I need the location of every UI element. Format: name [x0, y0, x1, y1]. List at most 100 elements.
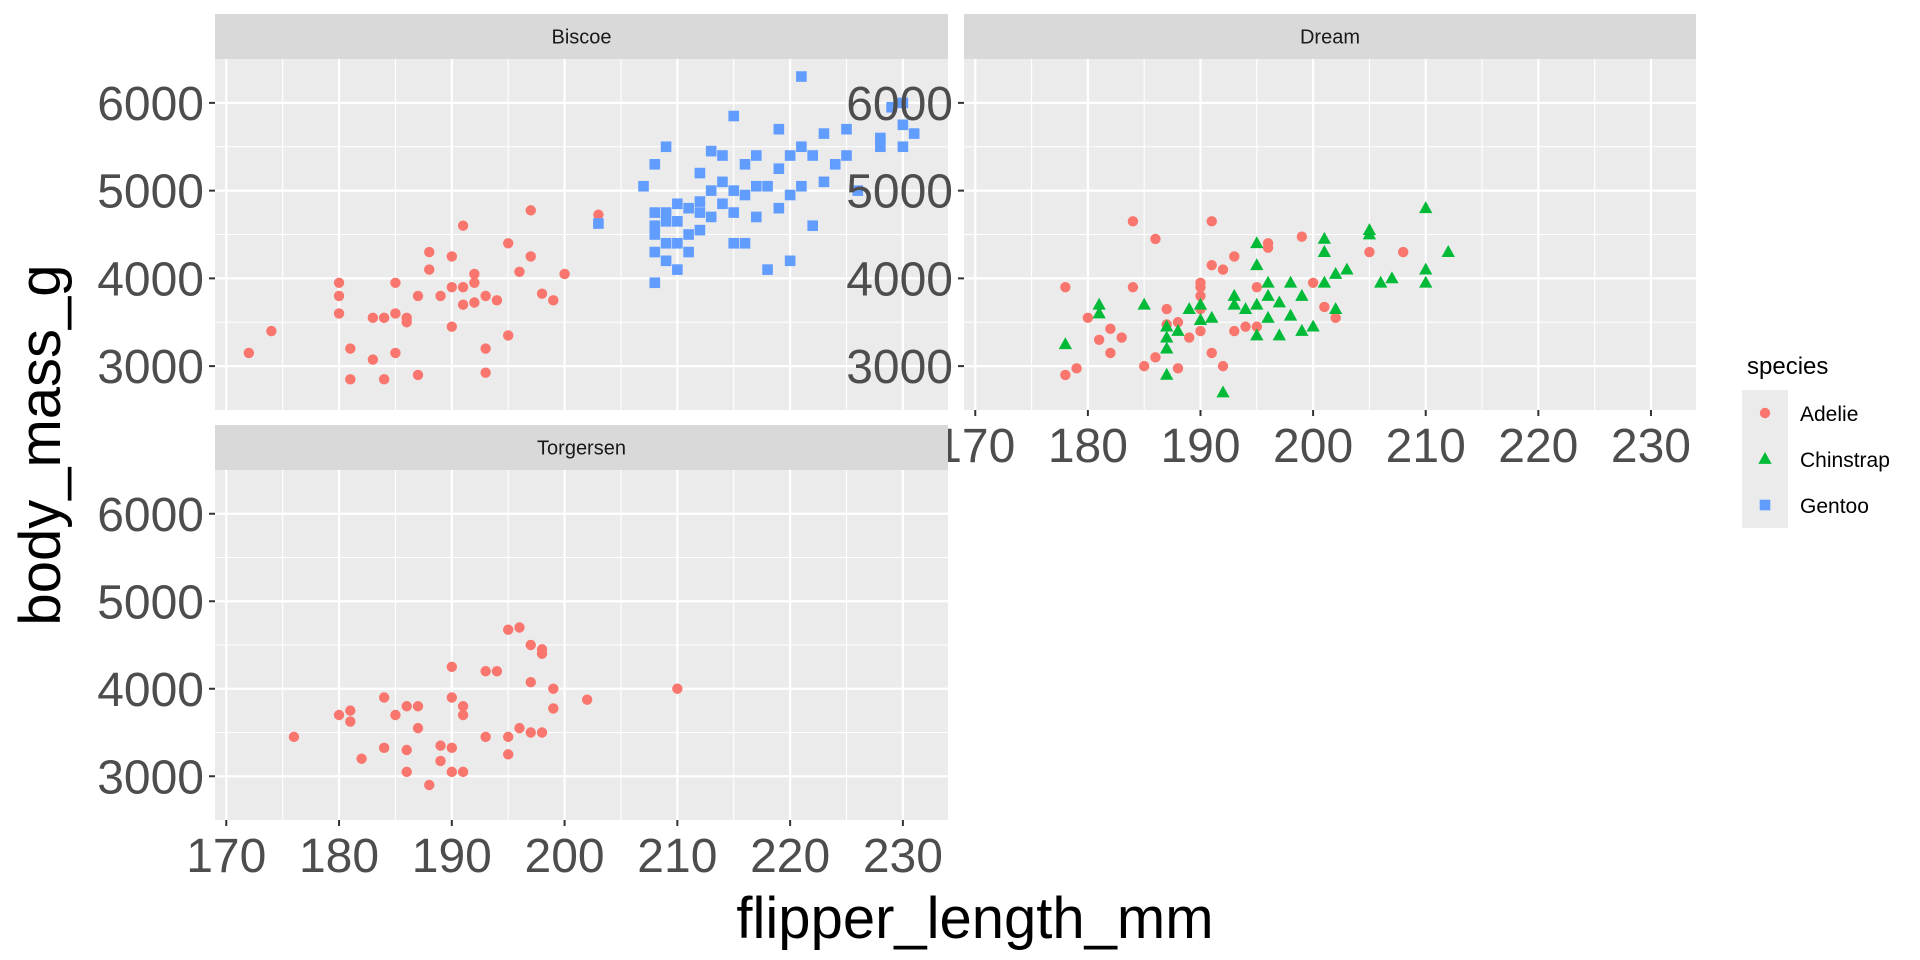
data-point-gentoo [762, 180, 773, 192]
data-point-adelie [525, 639, 536, 651]
data-point-adelie [435, 290, 446, 302]
data-point-chinstrap [1227, 288, 1241, 301]
y-tick-label: 3000 [97, 341, 204, 394]
data-point-chinstrap [1250, 297, 1264, 310]
data-point-adelie [1240, 321, 1251, 332]
data-point-gentoo [897, 97, 909, 109]
data-point-adelie [480, 343, 491, 354]
data-point-gentoo [739, 189, 751, 201]
data-point-chinstrap [1250, 236, 1264, 249]
legend-keys: Adelie Chinstrap Gentoo [1742, 390, 1890, 528]
data-point-gentoo [841, 150, 852, 161]
y-tick-label: 5000 [846, 166, 953, 219]
data-point-gentoo [683, 229, 694, 240]
data-point-gentoo [773, 163, 785, 174]
data-point-gentoo [739, 237, 751, 249]
data-point-gentoo [694, 167, 706, 179]
data-point-adelie [424, 779, 435, 791]
data-point-adelie [390, 709, 401, 721]
x-tick-label: 190 [412, 830, 492, 883]
data-point-adelie [1105, 347, 1116, 359]
data-point-gentoo [728, 237, 740, 249]
x-tick-label: 230 [863, 830, 943, 883]
y-tick-label: 3000 [97, 751, 204, 804]
data-point-adelie [514, 266, 525, 277]
data-point-gentoo [717, 176, 728, 188]
data-point-gentoo [875, 141, 886, 153]
data-point-chinstrap [1092, 306, 1106, 319]
x-tick-label: 220 [1498, 420, 1578, 473]
data-point-adelie [1060, 281, 1071, 293]
data-point-adelie [548, 295, 559, 306]
data-point-gentoo [841, 123, 852, 135]
y-tick-label: 6000 [97, 78, 204, 131]
data-point-adelie [412, 722, 424, 734]
data-point-adelie [491, 666, 503, 677]
data-point-chinstrap [1261, 275, 1275, 288]
data-point-adelie [1251, 321, 1263, 332]
data-point-adelie [378, 374, 390, 385]
legend-item-chinstrap: Chinstrap [1742, 436, 1890, 482]
data-point-adelie [536, 288, 548, 299]
data-point-adelie [503, 330, 514, 341]
y-tick-label: 6000 [846, 78, 953, 131]
data-point-gentoo [852, 185, 864, 196]
data-point-adelie [1184, 332, 1195, 343]
x-tick-label: 170 [935, 420, 1015, 473]
data-point-adelie [446, 251, 458, 262]
data-point-gentoo [784, 255, 796, 267]
data-point-gentoo [728, 185, 740, 196]
facet-panel-biscoe: Biscoe 3000 4000 5000 6000 [97, 14, 948, 410]
x-tick-label: 210 [637, 830, 717, 883]
data-point-adelie [1150, 352, 1161, 363]
data-point-adelie [514, 722, 525, 734]
data-point-adelie [1105, 323, 1116, 335]
data-point-adelie [345, 705, 356, 716]
points-dream [1058, 201, 1455, 398]
data-point-adelie [1161, 303, 1172, 315]
data-point-adelie [1206, 216, 1217, 227]
data-point-gentoo [660, 255, 672, 267]
data-point-adelie [345, 343, 356, 354]
data-point-chinstrap [1160, 330, 1174, 343]
y-tick-label: 6000 [97, 489, 204, 542]
data-point-adelie [356, 753, 367, 764]
data-point-adelie [412, 369, 424, 381]
data-point-adelie [435, 740, 446, 751]
data-point-adelie [333, 277, 345, 288]
x-tick-label: 210 [1386, 420, 1466, 473]
data-point-gentoo [694, 224, 706, 236]
data-point-chinstrap [1182, 302, 1196, 314]
facet-strip-label: Biscoe [551, 27, 611, 49]
data-point-chinstrap [1193, 313, 1208, 325]
data-point-adelie [424, 246, 435, 258]
data-point-chinstrap [1283, 308, 1298, 321]
data-point-adelie [1138, 360, 1150, 372]
data-point-adelie [457, 220, 469, 231]
legend-label: Chinstrap [1800, 449, 1890, 472]
data-point-adelie [480, 666, 491, 677]
data-point-chinstrap [1216, 385, 1230, 398]
y-axis-title: body_mass_g [8, 264, 73, 625]
data-point-adelie [401, 312, 412, 324]
x-tick-label: 230 [1611, 420, 1691, 473]
data-point-gentoo [773, 202, 785, 214]
x-tick-label: 180 [1048, 420, 1128, 473]
data-point-adelie [1206, 260, 1217, 271]
data-point-gentoo [705, 211, 717, 223]
data-point-adelie [424, 264, 435, 275]
data-point-gentoo [649, 277, 661, 289]
data-point-adelie [1071, 363, 1082, 374]
data-point-chinstrap [1250, 328, 1264, 341]
data-point-adelie [446, 661, 458, 673]
x-tick-label: 190 [1160, 420, 1240, 473]
facet-strip [215, 14, 948, 59]
data-point-adelie [469, 297, 480, 308]
data-point-gentoo [717, 150, 728, 161]
data-point-adelie [1195, 281, 1206, 293]
data-point-gentoo [750, 150, 762, 161]
data-point-adelie [333, 290, 345, 302]
data-point-adelie [345, 374, 356, 385]
data-point-gentoo [660, 216, 672, 227]
data-point-adelie [401, 701, 412, 712]
